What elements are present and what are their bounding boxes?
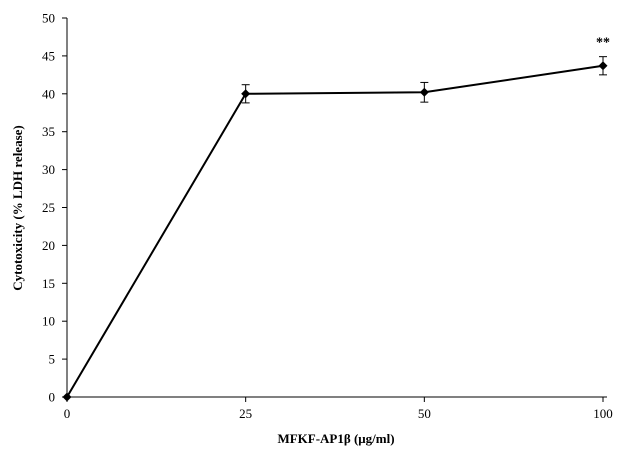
y-tick-label: 10: [42, 314, 55, 329]
x-tick-label: 25: [239, 406, 252, 421]
series-layer: [62, 56, 608, 402]
y-tick-label: 40: [42, 86, 55, 101]
x-axis-title: MFKF-AP1β (μg/ml): [277, 431, 394, 446]
significance-annotation: **: [596, 36, 610, 51]
x-axis: 0 25 50 100: [64, 396, 613, 421]
y-tick-label: 0: [49, 390, 56, 405]
y-axis: 0 5 10 15 20 25 30 35 40 45 50: [42, 11, 68, 405]
y-tick-label: 15: [42, 276, 55, 291]
x-tick-label: 0: [64, 406, 71, 421]
y-tick-label: 30: [42, 162, 55, 177]
data-point: [598, 61, 608, 71]
y-tick-label: 50: [42, 11, 55, 26]
y-axis-title: Cytotoxicity (% LDH release): [10, 125, 25, 290]
y-tick-label: 35: [42, 124, 55, 139]
data-point: [419, 87, 429, 97]
x-tick-label: 50: [418, 406, 431, 421]
y-tick-label: 5: [49, 352, 56, 367]
y-ticks: 0 5 10 15 20 25 30 35 40 45 50: [42, 11, 67, 405]
y-tick-label: 20: [42, 238, 55, 253]
series-line: [66, 64, 604, 398]
x-ticks: 0 25 50 100: [64, 397, 613, 421]
y-tick-label: 45: [42, 48, 55, 63]
annotation-layer: **: [596, 36, 610, 51]
data-point: [62, 392, 72, 402]
x-tick-label: 100: [593, 406, 613, 421]
y-tick-label: 25: [42, 200, 55, 215]
data-point: [241, 89, 251, 99]
